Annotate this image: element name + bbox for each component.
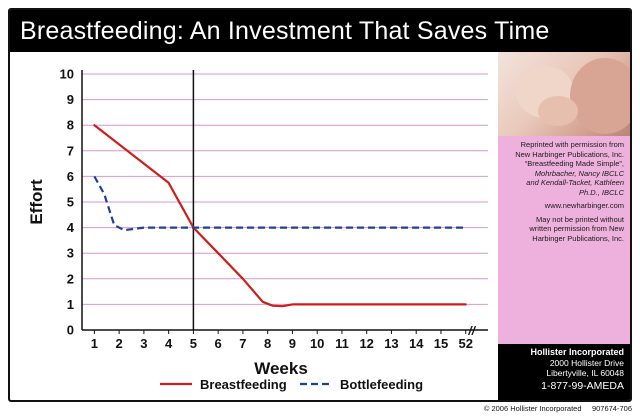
y-tick-label: 3	[67, 246, 74, 261]
company-phone: 1-877-99-AMEDA	[541, 380, 624, 392]
credit-line: “Breastfeeding Made Simple”,	[524, 159, 624, 168]
series-line-breastfeeding	[93, 124, 467, 308]
company-name: Hollister Incorporated	[530, 347, 624, 357]
x-tick-label: 7	[239, 336, 246, 351]
series-line-bottlefeeding	[93, 175, 466, 232]
x-tick-label: 8	[264, 336, 271, 351]
y-tick-label: 5	[67, 195, 74, 210]
x-tick-label: 6	[215, 336, 222, 351]
credit-line: New Harbinger Publications, Inc.	[515, 149, 624, 159]
photo-shape	[538, 96, 578, 126]
poster-title: Breastfeeding: An Investment That Saves …	[20, 17, 550, 45]
restriction-line: written permission from New	[529, 224, 624, 233]
credit-line: Mohrbacher, Nancy IBCLC	[534, 168, 624, 178]
copyright-text: © 2006 Hollister Incorporated	[483, 404, 582, 413]
y-tick-label: 4	[67, 220, 75, 235]
credit-line: Ph.D., IBCLC	[578, 187, 624, 197]
footer: © 2006 Hollister Incorporated 907674-706	[484, 404, 632, 413]
x-tick-label: 3	[140, 336, 147, 351]
legend-label: Breastfeeding	[200, 377, 287, 392]
y-tick-label: 0	[67, 323, 74, 338]
company-address-line1: 2000 Hollister Drive	[549, 358, 624, 368]
document-code: 907674-706	[591, 404, 632, 413]
y-tick-label: 6	[67, 169, 74, 184]
x-tick-label: 2	[116, 336, 123, 351]
x-tick-label: 14	[409, 336, 424, 351]
x-tick-label: 5	[190, 336, 197, 351]
x-tick-label: 4	[165, 336, 173, 351]
legend-label: Bottlefeeding	[340, 377, 423, 392]
credit-panel	[498, 136, 630, 344]
x-axis-title: Weeks	[254, 359, 308, 378]
x-tick-label: 9	[289, 336, 296, 351]
y-tick-label: 2	[67, 271, 74, 286]
x-tick-label: 10	[310, 336, 324, 351]
x-tick-label: 1	[91, 336, 98, 351]
x-tick-label: 52	[458, 336, 472, 351]
x-tick-label: 13	[384, 336, 398, 351]
credit-text: Reprinted with permission from New Harbi…	[496, 140, 624, 243]
restriction-line: May not be printed without	[536, 214, 624, 224]
axis-break-mark: //	[467, 324, 476, 338]
y-tick-label: 10	[60, 67, 74, 82]
y-tick-label: 8	[67, 118, 74, 133]
company-address-line2: Libertyville, IL 60048	[546, 368, 624, 378]
poster-frame: Breastfeeding: An Investment That Saves …	[8, 8, 632, 402]
y-axis-title: Effort	[27, 179, 46, 225]
credit-line: Reprinted with permission from	[520, 140, 624, 149]
x-tick-label: 11	[335, 336, 349, 351]
restriction-line: Harbinger Publications, Inc.	[532, 233, 624, 243]
y-tick-label: 9	[67, 92, 74, 107]
sidebar: Reprinted with permission from New Harbi…	[498, 52, 630, 400]
credit-line: and Kendall-Tacket, Kathleen	[526, 178, 624, 187]
x-tick-label: 12	[359, 336, 373, 351]
photo-shape	[570, 58, 630, 134]
x-tick-label: 15	[434, 336, 448, 351]
y-tick-label: 7	[67, 143, 74, 158]
title-bar: Breastfeeding: An Investment That Saves …	[10, 10, 630, 52]
publisher-website: www.newharbinger.com	[544, 201, 624, 210]
company-block: Hollister Incorporated 2000 Hollister Dr…	[498, 344, 630, 400]
y-tick-label: 1	[67, 297, 74, 312]
mother-baby-photo	[498, 52, 630, 136]
